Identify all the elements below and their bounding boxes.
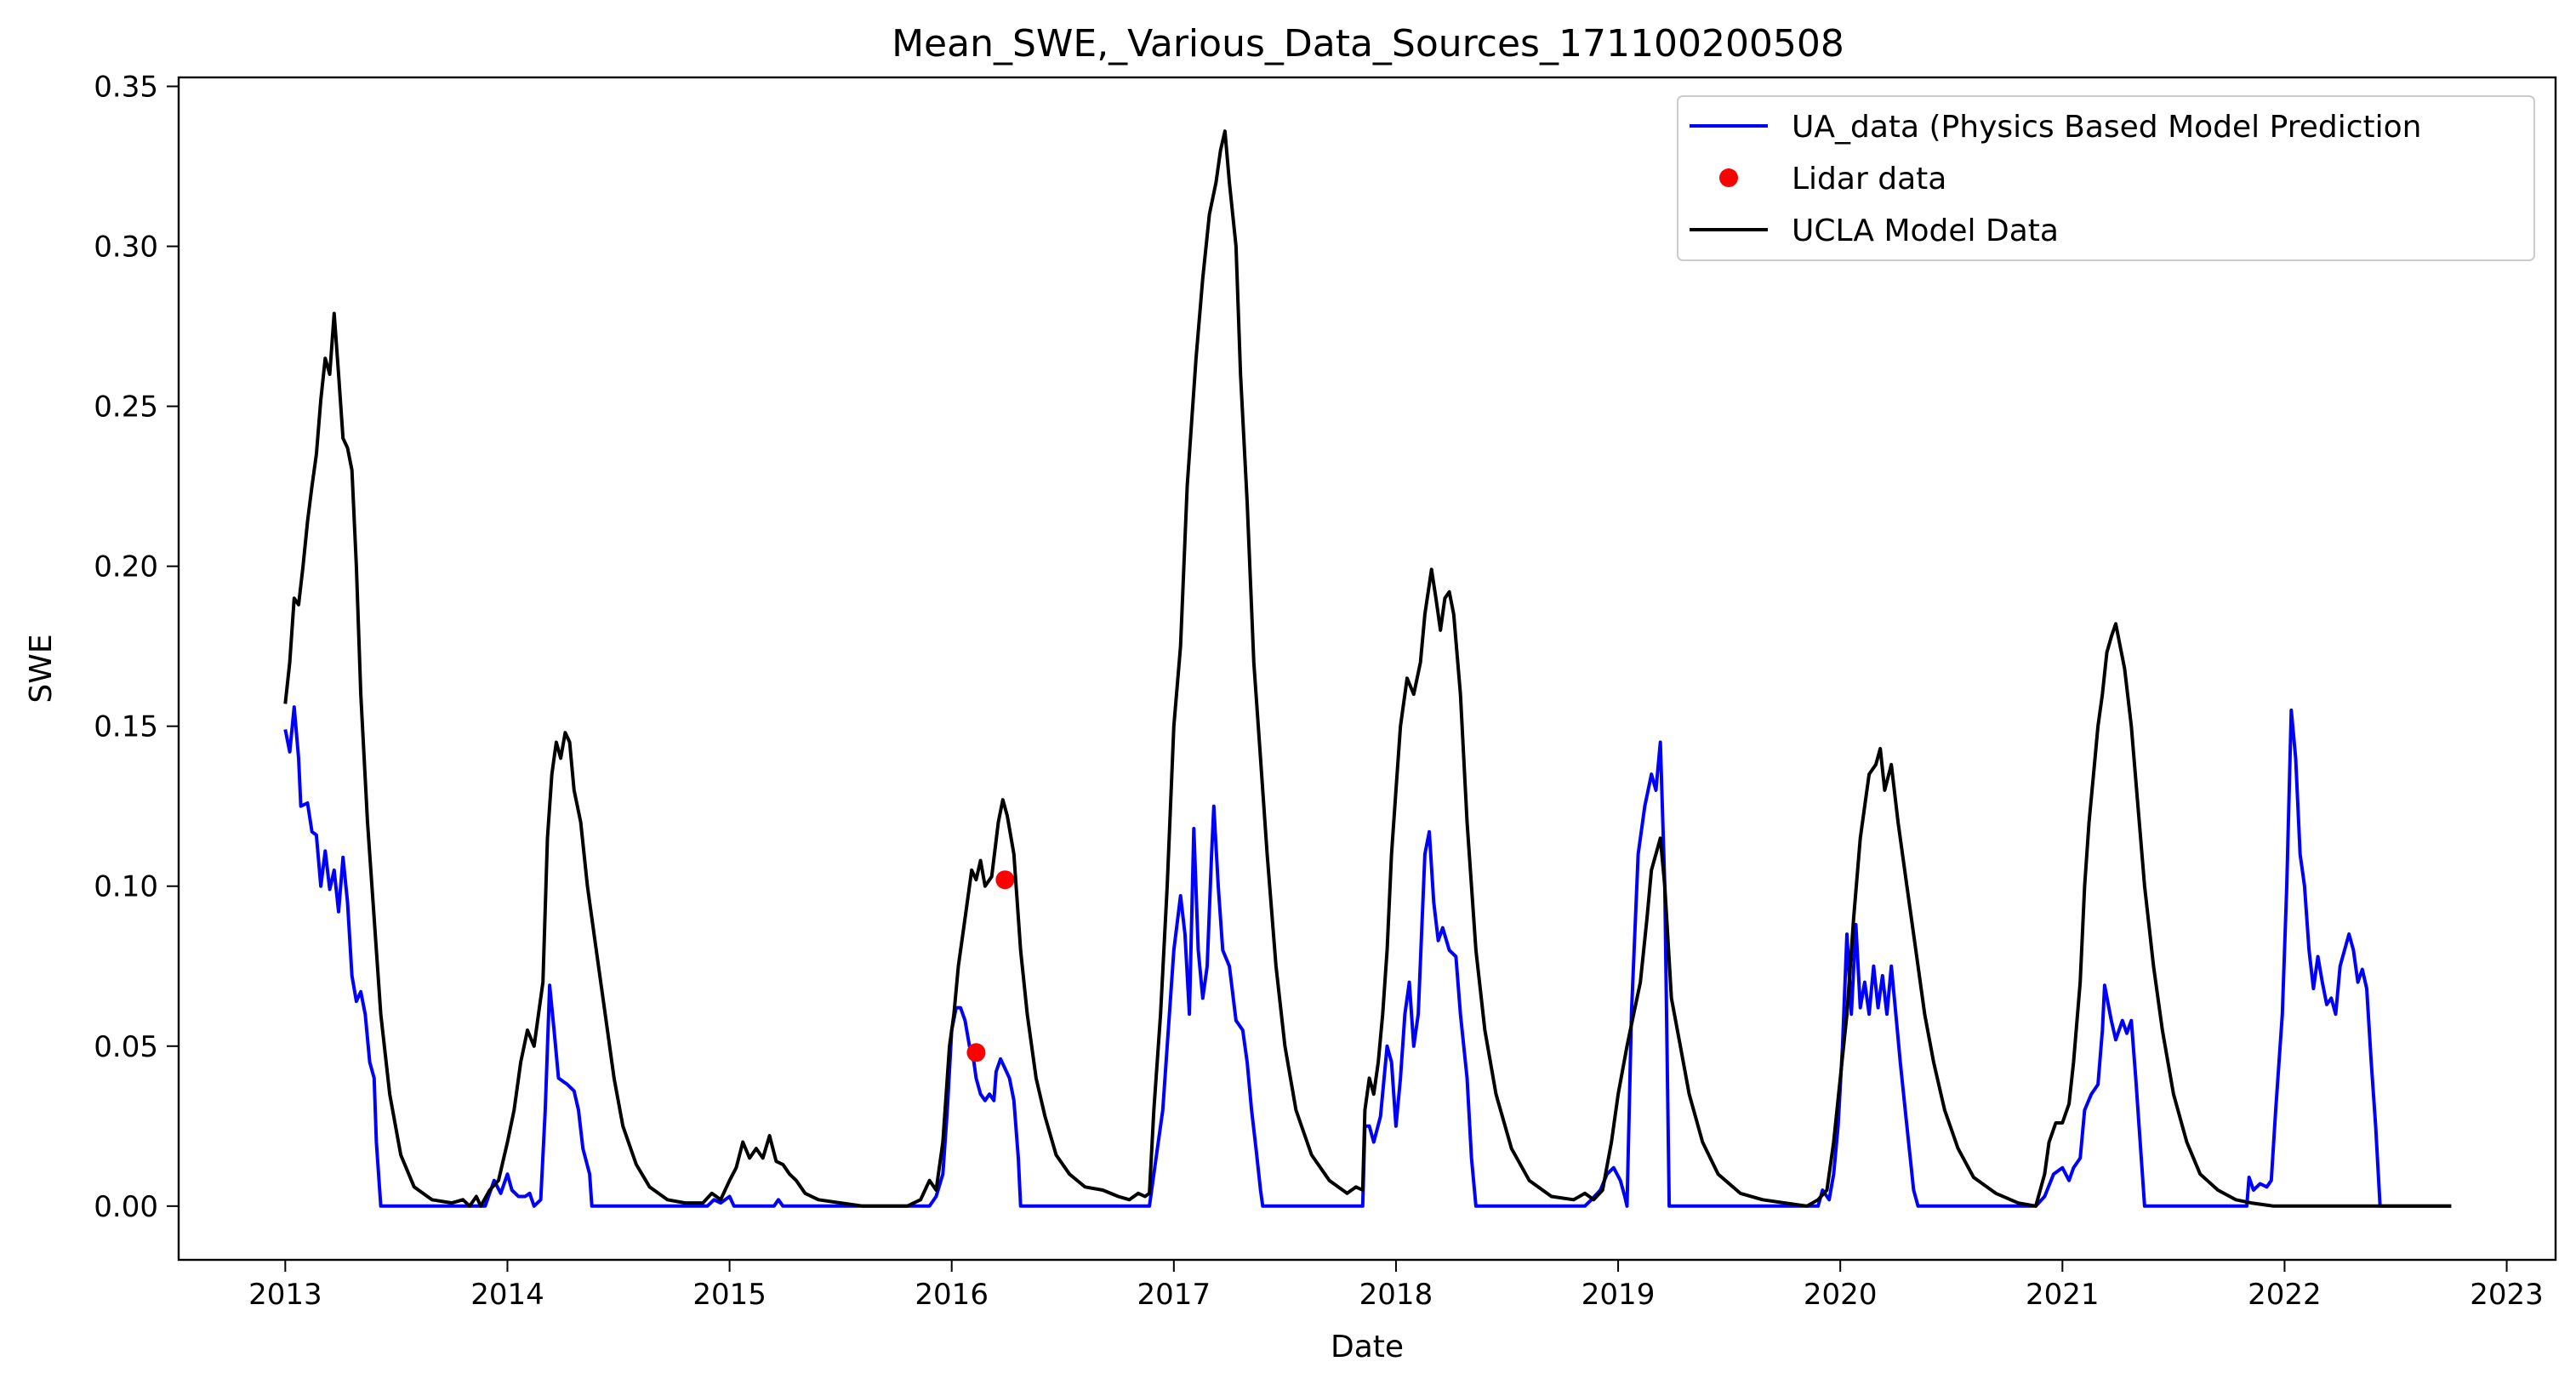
series-layer — [283, 129, 2452, 1208]
legend: UA_data (Physics Based Model Prediction L… — [1677, 95, 2535, 261]
legend-label: UA_data (Physics Based Model Prediction — [1792, 110, 2421, 145]
legend-box — [1677, 95, 2535, 261]
x-tick-label: 2019 — [1582, 1278, 1656, 1312]
y-tick-label: 0.00 — [94, 1190, 158, 1224]
y-tick-label: 0.15 — [94, 710, 158, 744]
x-tick-label: 2023 — [2470, 1278, 2544, 1312]
y-axis-label: SWE — [24, 634, 59, 703]
x-tick-label: 2018 — [1359, 1278, 1433, 1312]
y-tick-label: 0.25 — [94, 390, 158, 424]
x-tick-label: 2022 — [2248, 1278, 2322, 1312]
plot-area — [179, 77, 2556, 1260]
lidar-point — [966, 1043, 986, 1062]
ua-data-line — [283, 705, 2452, 1208]
legend-label: Lidar data — [1792, 162, 1946, 197]
y-tick-label: 0.35 — [94, 71, 158, 105]
y-tick-label: 0.10 — [94, 870, 158, 904]
legend-swatch — [1719, 168, 1738, 187]
x-tick-label: 2016 — [915, 1278, 989, 1312]
x-tick-label: 2014 — [470, 1278, 544, 1312]
x-axis: 2013 2014 2015 2016 2017 2018 2019 2020 2021 2022… — [248, 1260, 2544, 1312]
y-tick-label: 0.20 — [94, 550, 158, 584]
x-tick-label: 2015 — [692, 1278, 767, 1312]
x-tick-label: 2017 — [1137, 1278, 1211, 1312]
x-tick-label: 2013 — [248, 1278, 322, 1312]
legend-label: UCLA Model Data — [1792, 214, 2059, 248]
y-axis: 0.00 0.05 0.10 0.15 0.20 0.25 0.30 0.35 — [94, 71, 179, 1224]
lidar-point — [995, 870, 1015, 890]
ucla-model-line — [283, 129, 2452, 1208]
x-tick-label: 2021 — [2026, 1278, 2100, 1312]
axes-frame — [177, 76, 2557, 1262]
y-tick-label: 0.30 — [94, 231, 158, 265]
y-tick-label: 0.05 — [94, 1030, 158, 1064]
chart-title: Mean_SWE,_Various_Data_Sources_171100200… — [892, 22, 1844, 66]
x-tick-label: 2020 — [1804, 1278, 1878, 1312]
x-axis-label: Date — [1331, 1330, 1404, 1364]
